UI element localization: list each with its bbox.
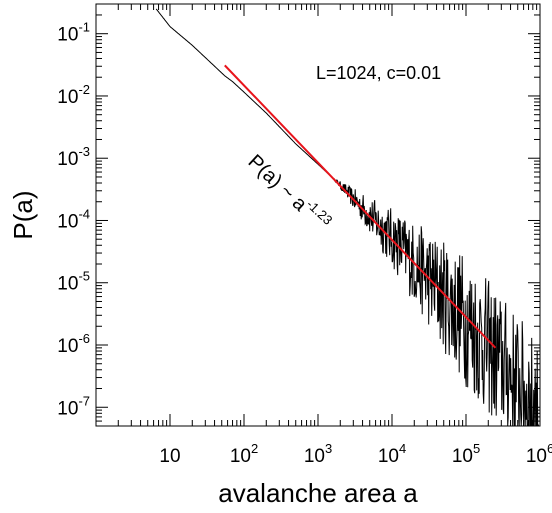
x-tick-label-exp: 4 [399,441,406,456]
ticks: 10 102 103 104 105 10610-110-210-310-410-510-… [57,4,552,467]
x-axis-label: avalanche area a [218,478,418,508]
y-tick-label: 10-4 [57,206,90,232]
x-tick-label-base: 10 [304,446,325,467]
fit-label: P(a) ~ a-1.23 [244,148,336,236]
y-tick-label-base: 10 [57,149,78,170]
x-tick-label: 104 [378,441,406,467]
x-tick-label: 102 [230,441,258,467]
y-tick-label-base: 10 [57,274,78,295]
y-tick-label-exp: -3 [78,144,90,159]
fit-label-prefix: P(a) ~ a [244,151,312,217]
y-tick-label-exp: -2 [78,82,90,97]
y-axis-label: P(a) [8,190,38,239]
y-tick-label-base: 10 [57,336,78,357]
fit-line [224,64,497,349]
x-tick-label-base: 10 [526,446,547,467]
annotation-text: L=1024, c=0.01 [316,63,441,83]
y-tick-label: 10-1 [57,20,90,46]
y-tick-label-base: 10 [57,211,78,232]
y-tick-label-exp: -6 [78,331,90,346]
x-tick-label: 106 [526,441,552,467]
y-tick-label: 10-2 [57,82,90,108]
y-tick-label-base: 10 [57,398,78,419]
x-tick-label-exp: 5 [473,441,480,456]
y-tick-label-exp: -1 [78,20,90,35]
x-tick-label-base: 10 [230,446,251,467]
x-tick-label-base: 10 [378,446,399,467]
y-tick-label-exp: -7 [78,393,90,408]
y-tick-label: 10-6 [57,331,90,357]
y-tick-label: 10-3 [57,144,90,170]
x-tick-label-exp: 6 [547,441,552,456]
x-tick-label-exp: 2 [251,441,258,456]
series [155,8,540,427]
distribution-line [155,8,540,427]
y-tick-label-exp: -5 [78,269,90,284]
y-tick-label-base: 10 [57,25,78,46]
x-tick-label: 103 [304,441,332,467]
x-tick-label-exp: 3 [325,441,332,456]
y-tick-label-exp: -4 [78,206,90,221]
fit-label-exponent: -1.23 [304,197,336,228]
x-tick-label: 105 [452,441,480,467]
y-tick-label-base: 10 [57,87,78,108]
y-tick-label: 10-7 [57,393,90,419]
x-tick-label-base: 10 [452,446,473,467]
x-tick-label: 10 [159,446,180,467]
y-tick-label: 10-5 [57,269,90,295]
x-tick-label-base: 10 [159,446,180,467]
